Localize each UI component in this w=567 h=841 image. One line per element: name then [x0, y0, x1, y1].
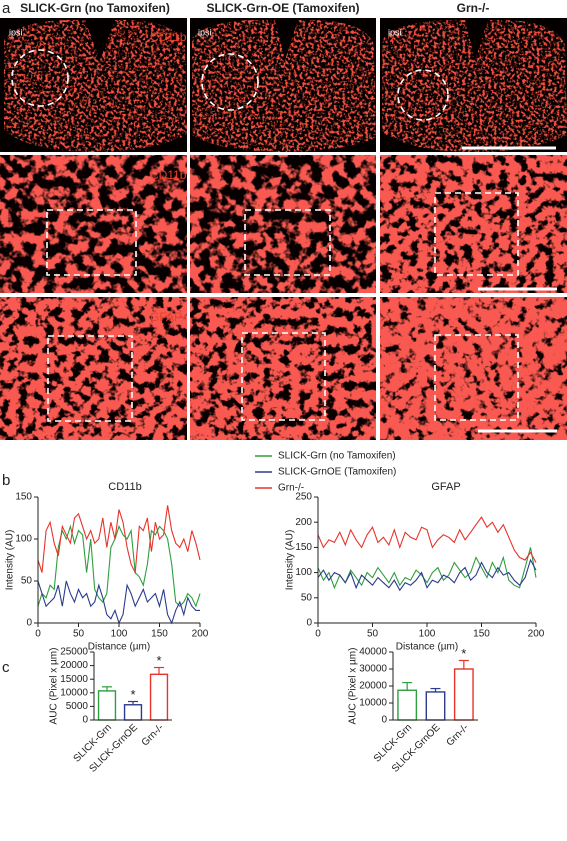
chart-title: GFAP: [431, 481, 460, 493]
y-tick-label: 100: [15, 534, 32, 545]
y-axis-label: Intensity (AU): [285, 530, 296, 591]
roi-box: [46, 209, 137, 276]
y-tick-label: 0: [26, 618, 32, 629]
y-axis-label: AUC (Pixel x µm): [49, 648, 60, 725]
column-header: SLICK-Grn-OE (Tamoxifen): [206, 1, 359, 15]
y-tick-label: 100: [295, 567, 312, 578]
legend-label: Grn-/-: [278, 483, 304, 494]
y-tick-label: 30000: [359, 664, 387, 675]
bar: [97, 690, 117, 721]
y-tick-label: 5000: [66, 701, 89, 712]
x-tick-label: 200: [528, 629, 545, 640]
x-tick-label: 100: [419, 629, 436, 640]
y-tick-label: 200: [295, 517, 312, 528]
x-tick-label: 100: [111, 629, 128, 640]
x-tick-label: 150: [473, 629, 490, 640]
texture: [0, 297, 187, 440]
x-axis-label: Distance (µm): [396, 642, 458, 653]
significance-mark: *: [461, 646, 466, 661]
series-line: [37, 505, 201, 575]
bar: [453, 668, 474, 721]
y-tick-label: 40000: [359, 647, 387, 658]
significance-mark: *: [156, 653, 161, 668]
panel-label: c: [2, 659, 10, 676]
y-tick-label: 20000: [359, 681, 387, 692]
bar: [149, 673, 169, 721]
bar: [123, 704, 143, 721]
micrograph-grid: ipsi ipsi ipsi CD11b CD11b GFAP: [0, 18, 567, 440]
panel-label: a: [2, 0, 11, 17]
legend-label: SLICK-GrnOE (Tamoxifen): [278, 467, 396, 478]
texture: [380, 155, 567, 293]
y-tick-label: 150: [15, 492, 32, 503]
y-tick-label: 25000: [60, 647, 88, 658]
y-tick-label: 15000: [60, 674, 88, 685]
roi-box: [244, 209, 331, 276]
texture: [190, 155, 376, 293]
texture: [190, 297, 376, 440]
roi-circle: [397, 69, 449, 121]
y-axis-label: Intensity (AU): [5, 530, 16, 591]
legend-label: SLICK-Grn (no Tamoxifen): [278, 451, 396, 462]
panel-label: b: [2, 472, 10, 489]
x-tick-label: 0: [35, 629, 41, 640]
y-tick-label: 20000: [60, 660, 88, 671]
stain-label: CD11b: [150, 30, 187, 44]
x-tick-label: 150: [151, 629, 168, 640]
y-tick-label: 10000: [359, 698, 387, 709]
x-tick-label: 50: [367, 629, 379, 640]
y-tick-label: 0: [82, 715, 88, 726]
y-axis-label: AUC (Pixel x µm): [348, 648, 359, 725]
roi-circle: [11, 49, 69, 107]
x-tick-label: 200: [192, 629, 209, 640]
x-tick-label: Grn-/-: [445, 722, 471, 748]
x-tick-label: 50: [73, 629, 85, 640]
y-tick-label: 50: [301, 592, 313, 603]
y-tick-label: 250: [295, 492, 312, 503]
column-header: SLICK-Grn (no Tamoxifen): [20, 1, 170, 15]
bar: [425, 691, 446, 721]
x-axis-label: Distance (µm): [88, 642, 150, 653]
series-line: [37, 524, 201, 608]
series-line: [317, 558, 537, 592]
roi-box: [47, 335, 133, 422]
significance-mark: *: [130, 687, 135, 702]
stain-label: CD11b: [150, 168, 187, 182]
roi-box: [241, 332, 326, 421]
y-tick-label: 0: [306, 618, 312, 629]
roi-box: [434, 334, 519, 421]
column-header: Grn-/-: [457, 1, 490, 15]
y-tick-label: 0: [381, 715, 387, 726]
side-label: ipsi: [388, 27, 402, 37]
side-label: ipsi: [9, 27, 23, 37]
texture: [380, 297, 567, 440]
side-label: ipsi: [198, 27, 212, 37]
chart-title: CD11b: [108, 481, 141, 493]
series-line: [317, 516, 537, 563]
roi-box: [434, 192, 519, 276]
y-tick-label: 150: [295, 542, 312, 553]
y-tick-label: 10000: [60, 687, 88, 698]
texture: [0, 155, 187, 293]
x-tick-label: Grn-/-: [140, 722, 166, 748]
y-tick-label: 50: [21, 576, 33, 587]
stain-label: GFAP: [150, 310, 182, 324]
bar: [397, 689, 418, 721]
roi-circle: [201, 53, 259, 111]
x-tick-label: 0: [315, 629, 321, 640]
series-line: [317, 547, 537, 590]
